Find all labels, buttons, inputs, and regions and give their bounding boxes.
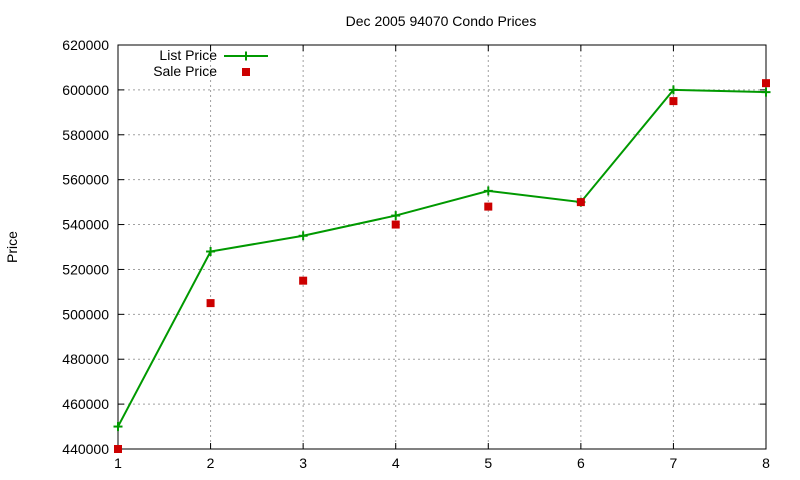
list-price-marker <box>668 85 678 95</box>
y-axis-label: Price <box>4 231 20 263</box>
x-tick-label: 4 <box>392 455 400 471</box>
x-tick-label: 3 <box>299 455 307 471</box>
chart-title: Dec 2005 94070 Condo Prices <box>346 13 537 29</box>
legend: List Price Sale Price <box>153 47 268 79</box>
list-price-marker <box>761 87 771 97</box>
sale-price-point <box>484 202 493 211</box>
sale-price-point <box>669 97 678 106</box>
series-layer <box>113 79 771 453</box>
x-tick-label: 1 <box>114 455 122 471</box>
x-tick-label: 6 <box>577 455 585 471</box>
sale-price-point <box>391 220 400 229</box>
tick-labels: 1 2 3 4 5 6 7 8 440000 460000 480000 500000 520000 54… <box>62 37 770 471</box>
y-tick-label: 600000 <box>62 82 109 98</box>
list-price-marker <box>206 246 216 256</box>
plot-border <box>117 44 767 450</box>
x-tick-label: 2 <box>207 455 215 471</box>
legend-swatch-sale-price <box>242 68 250 76</box>
sale-price-point <box>299 276 308 285</box>
sale-price-point <box>576 198 585 207</box>
x-tick-label: 7 <box>670 455 678 471</box>
legend-label-list-price: List Price <box>159 47 217 63</box>
list-price-line <box>117 88 767 428</box>
list-price-marker <box>391 211 401 221</box>
list-price-marker <box>298 231 308 241</box>
y-tick-label: 520000 <box>62 261 109 277</box>
axes <box>117 44 767 450</box>
y-tick-label: 620000 <box>62 37 109 53</box>
y-tick-label: 560000 <box>62 172 109 188</box>
y-tick-label: 540000 <box>62 217 109 233</box>
sale-price-point <box>114 445 122 453</box>
sale-price-point <box>206 299 215 308</box>
sale-price-point <box>762 79 770 88</box>
y-tick-label: 440000 <box>62 441 109 457</box>
y-tick-label: 480000 <box>62 351 109 367</box>
x-tick-label: 5 <box>484 455 492 471</box>
list-price-marker <box>113 422 123 432</box>
x-tick-label: 8 <box>762 455 770 471</box>
y-tick-label: 500000 <box>62 306 109 322</box>
y-tick-label: 580000 <box>62 127 109 143</box>
legend-label-sale-price: Sale Price <box>153 63 217 79</box>
grid-lines <box>118 45 766 449</box>
y-tick-label: 460000 <box>62 396 109 412</box>
list-price-marker <box>483 186 493 196</box>
